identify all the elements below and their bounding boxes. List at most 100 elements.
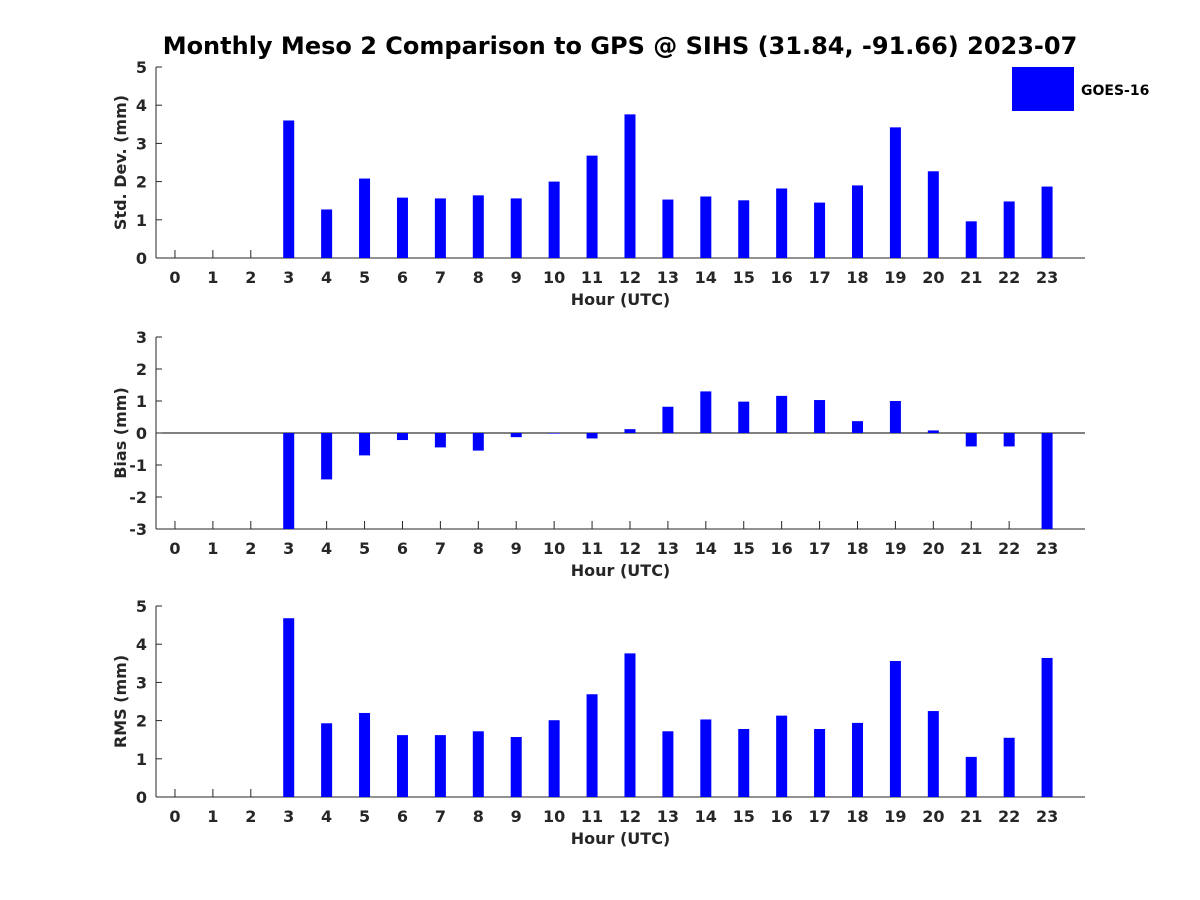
x-tick-label: 10	[543, 807, 565, 826]
bar-hour-23	[1041, 186, 1053, 258]
bar-hour-16	[776, 395, 788, 433]
y-tick-label: 3	[136, 673, 147, 692]
x-tick-label: 23	[1036, 807, 1058, 826]
bar-hour-10	[548, 181, 560, 258]
x-tick-label: 3	[283, 539, 294, 558]
x-tick-label: 11	[581, 539, 603, 558]
x-tick-label: 4	[321, 268, 332, 287]
bar-hour-14	[700, 391, 712, 433]
legend-swatch	[1012, 67, 1074, 111]
bar-hour-12	[624, 114, 636, 258]
x-tick-label: 1	[207, 268, 218, 287]
bar-hour-8	[472, 731, 484, 797]
bar-hour-20	[927, 171, 939, 258]
bar-hour-4	[321, 723, 333, 797]
bar-hour-17	[814, 202, 826, 258]
bar-hour-7	[434, 433, 446, 448]
x-tick-label: 9	[511, 268, 522, 287]
bar-hour-23	[1041, 657, 1053, 797]
bar-hour-11	[586, 433, 598, 439]
x-tick-label: 14	[695, 268, 717, 287]
bar-hour-18	[851, 722, 863, 797]
x-tick-label: 11	[581, 268, 603, 287]
bar-hour-13	[662, 199, 674, 258]
bar-hour-16	[776, 715, 788, 797]
x-tick-label: 15	[733, 807, 755, 826]
bar-hour-6	[396, 735, 408, 797]
bar-hour-14	[700, 196, 712, 258]
x-tick-label: 13	[657, 539, 679, 558]
x-tick-label: 17	[808, 268, 830, 287]
x-tick-label: 12	[619, 807, 641, 826]
y-tick-label: 2	[136, 173, 147, 192]
x-tick-label: 14	[695, 539, 717, 558]
x-tick-label: 9	[511, 539, 522, 558]
x-tick-label: 3	[283, 268, 294, 287]
chart-title: Monthly Meso 2 Comparison to GPS @ SIHS …	[163, 32, 1078, 60]
x-axis-label: Hour (UTC)	[571, 829, 671, 848]
x-tick-label: 4	[321, 539, 332, 558]
bar-hour-19	[889, 401, 901, 433]
y-tick-label: 4	[136, 96, 147, 115]
y-tick-label: 0	[136, 788, 147, 807]
x-tick-label: 1	[207, 539, 218, 558]
x-tick-label: 19	[884, 539, 906, 558]
bar-hour-3	[283, 120, 295, 258]
bar-hour-12	[624, 653, 636, 797]
x-tick-label: 21	[960, 539, 982, 558]
bar-hour-22	[1003, 433, 1015, 447]
bar-hour-10	[548, 720, 560, 797]
bar-hour-3	[283, 433, 295, 529]
y-tick-label: 3	[136, 328, 147, 347]
legend-label: GOES-16	[1081, 83, 1149, 99]
y-tick-label: 1	[136, 392, 147, 411]
y-tick-label: 5	[136, 597, 147, 616]
x-tick-label: 5	[359, 807, 370, 826]
bar-hour-19	[889, 127, 901, 258]
x-tick-label: 0	[169, 539, 180, 558]
bar-hour-23	[1041, 433, 1053, 529]
bar-hour-21	[965, 221, 977, 258]
bar-hour-11	[586, 155, 598, 258]
bar-hour-8	[472, 195, 484, 258]
bar-hour-6	[396, 197, 408, 258]
bar-hour-5	[359, 712, 371, 797]
bar-hour-4	[321, 209, 333, 258]
bar-hour-13	[662, 406, 674, 433]
x-tick-label: 0	[169, 268, 180, 287]
y-axis-label: Std. Dev. (mm)	[111, 95, 130, 230]
y-tick-label: 2	[136, 712, 147, 731]
bar-hour-16	[776, 188, 788, 258]
x-tick-label: 10	[543, 268, 565, 287]
bar-hour-20	[927, 711, 939, 797]
x-tick-label: 2	[245, 807, 256, 826]
bar-hour-15	[738, 401, 750, 433]
x-tick-label: 12	[619, 268, 641, 287]
bar-hour-9	[510, 737, 522, 797]
x-tick-label: 17	[808, 539, 830, 558]
x-tick-label: 6	[397, 807, 408, 826]
bar-hour-22	[1003, 201, 1015, 258]
bar-hour-11	[586, 694, 598, 797]
y-tick-label: -3	[129, 520, 147, 539]
x-tick-label: 8	[473, 539, 484, 558]
x-tick-label: 11	[581, 807, 603, 826]
bar-hour-22	[1003, 737, 1015, 797]
bar-hour-9	[510, 198, 522, 258]
bar-hour-18	[851, 421, 863, 433]
bar-hour-18	[851, 185, 863, 258]
bar-hour-15	[738, 729, 750, 797]
x-tick-label: 12	[619, 539, 641, 558]
x-tick-label: 13	[657, 807, 679, 826]
x-tick-label: 4	[321, 807, 332, 826]
bar-hour-15	[738, 200, 750, 258]
bar-hour-21	[965, 756, 977, 797]
x-tick-label: 5	[359, 268, 370, 287]
bar-hour-8	[472, 433, 484, 451]
x-tick-label: 7	[435, 539, 446, 558]
bar-hour-17	[814, 729, 826, 797]
x-tick-label: 13	[657, 268, 679, 287]
x-tick-label: 16	[771, 539, 793, 558]
